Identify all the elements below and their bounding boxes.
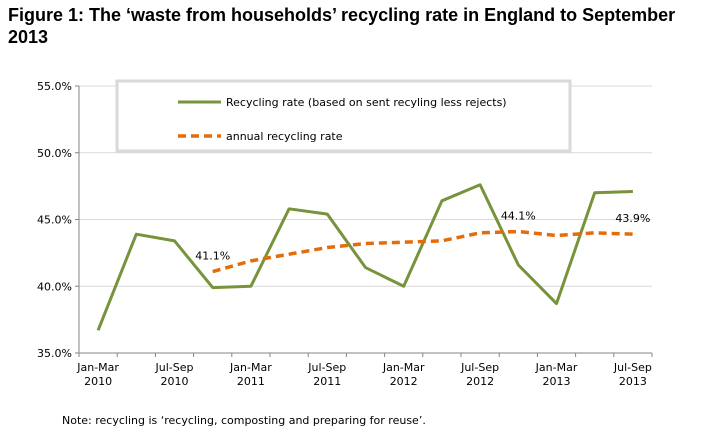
recycling-rate-line [96,183,633,331]
x-tick-label: Jul-Sep [460,361,499,374]
data-label: 41.1% [195,250,230,263]
x-tick-label-year: 2010 [84,375,112,388]
figure-note: Note: recycling is ‘recycling, compostin… [62,414,426,427]
legend-label: annual recycling rate [226,130,343,143]
x-tick-label-year: 2011 [313,375,341,388]
data-label: 43.9% [615,212,650,225]
x-tick-label: Jan-Mar [229,361,272,374]
data-label: 44.1% [501,210,536,223]
y-tick-label: 35.0% [37,347,72,360]
x-tick-label-year: 2013 [543,375,571,388]
legend-label: Recycling rate (based on sent recyling l… [226,96,507,109]
x-tick-label-year: 2011 [237,375,265,388]
x-tick-label-year: 2012 [466,375,494,388]
x-tick-label: Jan-Mar [535,361,578,374]
x-tick-label: Jul-Sep [155,361,194,374]
y-tick-label: 50.0% [37,147,72,160]
annual-rate-line [212,229,633,274]
x-tick-label-year: 2010 [161,375,189,388]
figure-title: Figure 1: The ‘waste from households’ re… [8,5,676,47]
legend-box [115,79,572,153]
x-tick-label-year: 2012 [390,375,418,388]
x-tick-label: Jan-Mar [76,361,119,374]
y-tick-label: 55.0% [37,80,72,93]
x-tick-label-year: 2013 [619,375,647,388]
x-tick-label: Jan-Mar [382,361,425,374]
x-tick-label: Jul-Sep [613,361,652,374]
y-tick-label: 45.0% [37,214,72,227]
y-tick-label: 40.0% [37,280,72,293]
x-tick-label: Jul-Sep [307,361,346,374]
